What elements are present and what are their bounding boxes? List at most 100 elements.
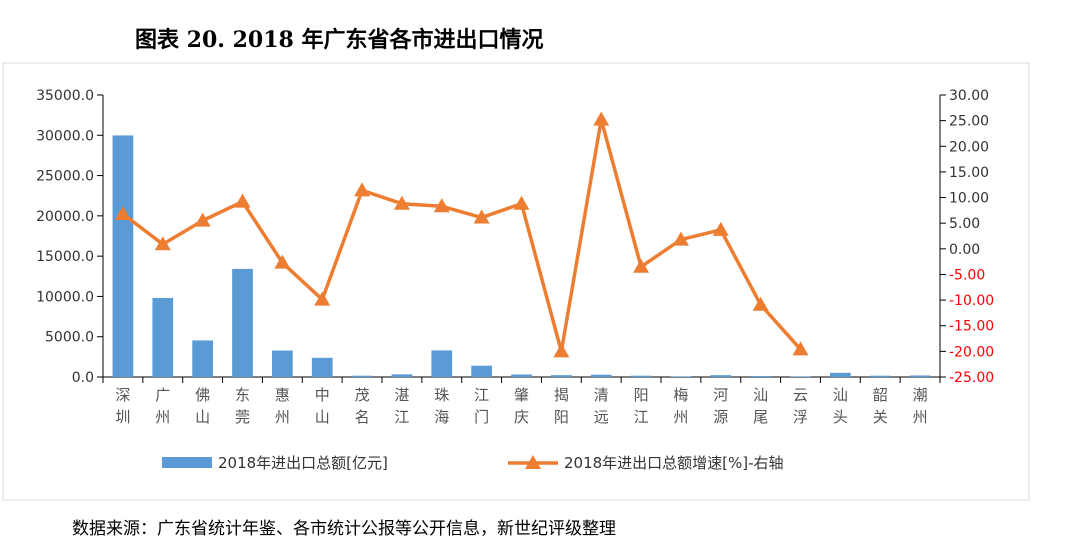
growth-marker: [114, 205, 131, 220]
growth-marker: [393, 195, 410, 210]
legend-line-marker: [525, 455, 541, 469]
right-tick-label: 10.00: [949, 191, 989, 207]
bar: [232, 268, 253, 377]
category-label: 肇: [514, 386, 529, 404]
growth-marker: [553, 343, 570, 358]
category-label: 广: [155, 386, 170, 404]
bar: [670, 376, 692, 377]
chart-frame: [2, 62, 1030, 501]
category-label: 山: [315, 408, 330, 426]
bar: [192, 340, 214, 377]
category-label: 梅: [673, 386, 688, 404]
category-label: 潮: [913, 386, 928, 404]
category-label: 头: [833, 408, 848, 426]
bar: [271, 350, 293, 377]
growth-marker: [234, 193, 251, 208]
growth-marker: [752, 296, 769, 311]
bar: [590, 374, 612, 377]
category-label: 庆: [514, 408, 529, 426]
category-label: 茂: [355, 386, 370, 404]
bar: [311, 357, 333, 377]
category-label: 门: [474, 408, 489, 426]
chart-title: 图表 20. 2018 年广东省各市进出口情况: [135, 27, 544, 53]
growth-marker: [314, 291, 331, 306]
growth-marker: [672, 231, 689, 246]
legend-bar-label: 2018年进出口总额[亿元]: [218, 454, 388, 472]
growth-marker: [792, 341, 809, 356]
growth-marker: [513, 195, 530, 210]
category-label: 州: [673, 408, 688, 426]
category-label: 珠: [434, 386, 449, 404]
category-label: 云: [793, 386, 808, 404]
category-label: 韶: [873, 386, 888, 404]
category-label: 州: [275, 408, 290, 426]
category-label: 名: [355, 408, 370, 426]
category-label: 湛: [394, 386, 409, 404]
bar: [471, 365, 493, 377]
bar: [391, 374, 413, 377]
right-tick-label: -20.00: [949, 344, 994, 360]
right-tick-label: 20.00: [949, 139, 989, 155]
right-tick-label: -25.00: [949, 370, 994, 386]
bar: [869, 375, 891, 377]
bar: [152, 297, 174, 377]
category-label: 阳: [554, 408, 569, 426]
category-label: 州: [913, 408, 928, 426]
bar: [750, 376, 772, 377]
bar: [630, 375, 652, 377]
category-label: 清: [594, 386, 609, 404]
right-tick-label: 30.00: [949, 88, 989, 104]
bar: [550, 375, 572, 377]
right-tick-label: 5.00: [949, 216, 980, 232]
category-label: 江: [474, 386, 489, 404]
category-label: 揭: [554, 386, 569, 404]
category-label: 深: [115, 386, 130, 404]
legend-bar-swatch: [162, 457, 212, 468]
left-tick-label: 35000.0: [36, 88, 94, 104]
legend-line-label: 2018年进出口总额增速[%]-右轴: [564, 454, 784, 472]
category-label: 海: [434, 408, 449, 426]
category-label: 东: [235, 386, 250, 404]
category-label: 河: [713, 386, 728, 404]
source-note: 数据来源：广东省统计年鉴、各市统计公报等公开信息，新世纪评级整理: [72, 519, 616, 539]
category-label: 州: [155, 408, 170, 426]
bar: [909, 375, 931, 377]
right-tick-label: -15.00: [949, 319, 994, 335]
bar: [790, 376, 811, 377]
right-tick-label: -10.00: [949, 293, 994, 309]
left-tick-label: 10000.0: [36, 289, 94, 305]
bar: [112, 135, 134, 377]
bar: [710, 375, 732, 377]
right-tick-label: 25.00: [949, 114, 989, 130]
bar: [511, 374, 532, 377]
growth-marker: [194, 212, 211, 227]
category-label: 阳: [634, 386, 649, 404]
left-tick-label: 15000.0: [36, 249, 94, 265]
category-label: 江: [394, 408, 409, 426]
category-label: 惠: [275, 386, 290, 404]
growth-marker: [354, 182, 371, 197]
category-label: 关: [873, 408, 888, 426]
bar: [431, 350, 453, 377]
category-label: 江: [634, 408, 649, 426]
category-label: 尾: [753, 408, 768, 426]
right-tick-label: 15.00: [949, 165, 989, 181]
growth-marker: [473, 209, 490, 224]
growth-marker: [154, 236, 171, 251]
left-tick-label: 20000.0: [36, 209, 94, 225]
category-label: 圳: [115, 408, 130, 426]
growth-marker: [712, 221, 729, 236]
category-label: 汕: [833, 386, 848, 404]
growth-marker: [633, 258, 650, 273]
growth-line: [121, 117, 802, 354]
growth-marker: [593, 111, 610, 126]
bar: [351, 375, 373, 377]
growth-marker: [433, 198, 450, 213]
category-label: 汕: [753, 386, 768, 404]
category-label: 佛: [195, 386, 210, 404]
category-label: 中: [315, 386, 330, 404]
category-label: 远: [594, 408, 609, 426]
right-tick-label: 0.00: [949, 242, 980, 258]
growth-marker: [274, 254, 291, 269]
